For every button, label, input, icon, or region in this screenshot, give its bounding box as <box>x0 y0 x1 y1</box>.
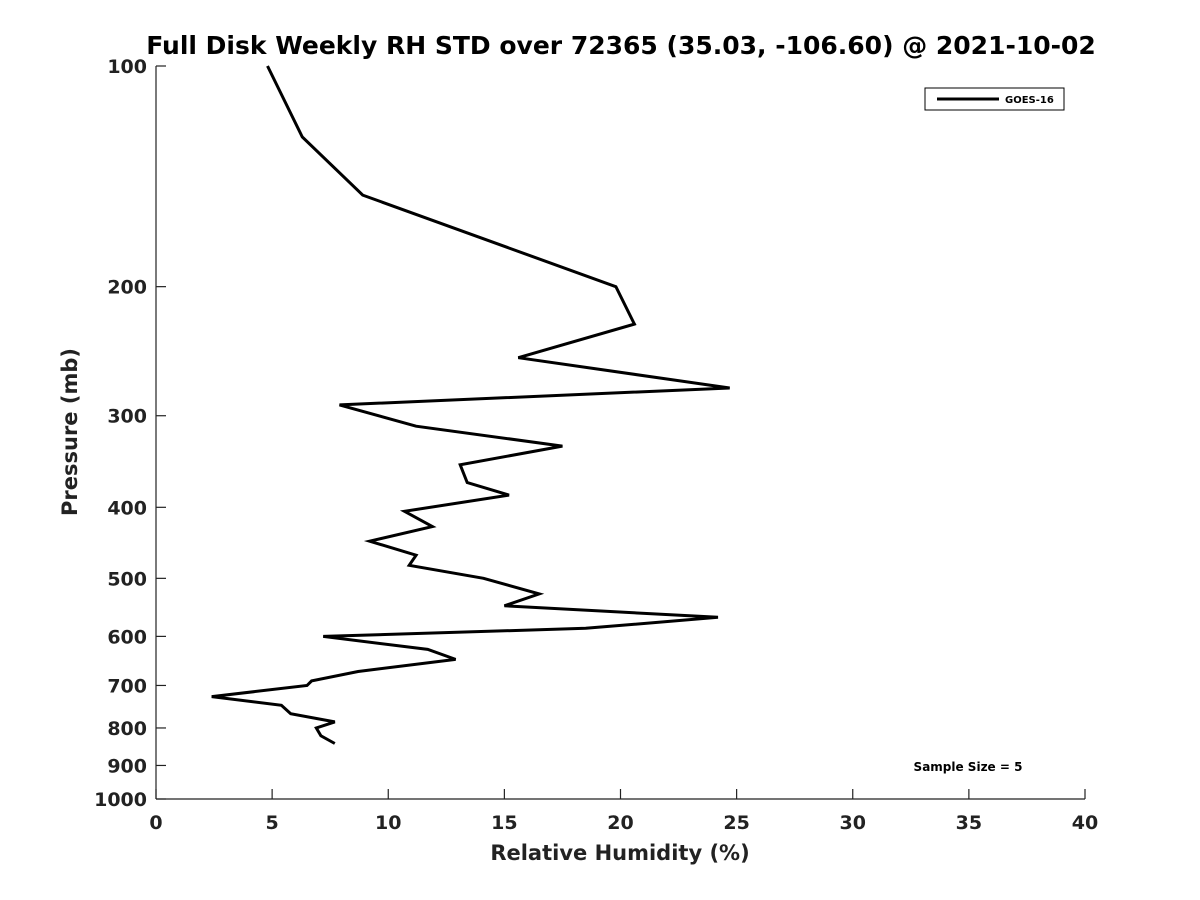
y-tick-label: 900 <box>107 755 147 777</box>
y-tick-label: 200 <box>107 277 147 299</box>
x-ticks: 0 5 10 15 20 25 30 35 40 <box>149 789 1098 834</box>
x-tick-label: 15 <box>491 812 517 834</box>
plot-area: 0 5 10 15 20 25 30 35 40 100 200 300 400 500 600 700 80… <box>94 56 1098 834</box>
x-tick-label: 10 <box>375 812 401 834</box>
y-axis-label: Pressure (mb) <box>58 348 82 516</box>
y-tick-label: 1000 <box>94 789 147 811</box>
y-ticks: 100 200 300 400 500 600 700 800 900 1000 <box>94 56 166 811</box>
x-axis-label: Relative Humidity (%) <box>490 841 749 865</box>
legend: GOES-16 <box>924 87 1065 111</box>
x-tick-label: 20 <box>607 812 633 834</box>
sample-size-annotation: Sample Size = 5 <box>914 760 1023 774</box>
legend-label-goes-16: GOES-16 <box>1005 95 1054 106</box>
y-tick-label: 800 <box>107 718 147 740</box>
x-tick-label: 30 <box>840 812 866 834</box>
series-line-goes-16 <box>211 65 730 745</box>
y-tick-label: 500 <box>107 568 147 590</box>
y-tick-label: 600 <box>107 626 147 648</box>
x-tick-label: 35 <box>956 812 982 834</box>
chart-title: Full Disk Weekly RH STD over 72365 (35.0… <box>146 31 1096 60</box>
y-tick-label: 400 <box>107 497 147 519</box>
y-tick-label: 300 <box>107 406 147 428</box>
x-tick-label: 0 <box>149 812 162 834</box>
x-tick-label: 5 <box>266 812 279 834</box>
x-tick-label: 25 <box>723 812 749 834</box>
y-tick-label: 700 <box>107 675 147 697</box>
y-tick-label: 100 <box>107 56 147 78</box>
x-tick-label: 40 <box>1072 812 1098 834</box>
